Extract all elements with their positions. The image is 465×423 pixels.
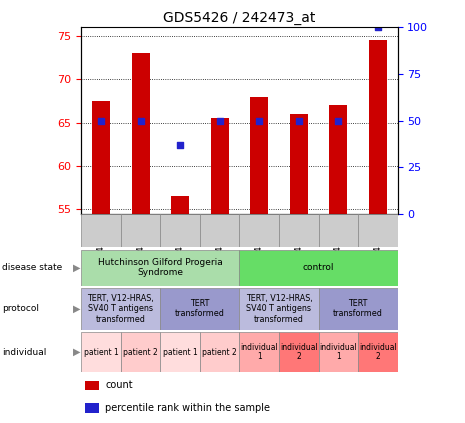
Bar — [81, 250, 239, 286]
Text: Hutchinson Gilford Progeria
Syndrome: Hutchinson Gilford Progeria Syndrome — [98, 258, 223, 277]
Bar — [171, 196, 189, 214]
Text: individual
1: individual 1 — [240, 343, 278, 362]
Bar — [279, 214, 319, 247]
Bar — [319, 332, 358, 372]
Point — [137, 117, 144, 124]
Text: patient 1: patient 1 — [163, 348, 198, 357]
Text: control: control — [303, 263, 334, 272]
Text: individual
2: individual 2 — [280, 343, 318, 362]
Point — [334, 117, 342, 124]
Point — [176, 141, 184, 148]
Bar — [358, 332, 398, 372]
Bar — [132, 53, 150, 214]
Text: ▶: ▶ — [73, 304, 80, 314]
Text: percentile rank within the sample: percentile rank within the sample — [105, 403, 270, 413]
Bar — [211, 118, 229, 214]
Bar — [239, 288, 319, 330]
Bar — [200, 214, 239, 247]
Bar — [160, 214, 200, 247]
Text: individual
2: individual 2 — [359, 343, 397, 362]
Point — [295, 117, 302, 124]
Text: TERT
transformed: TERT transformed — [175, 299, 225, 319]
Text: patient 2: patient 2 — [123, 348, 158, 357]
Bar — [329, 105, 347, 214]
Text: disease state: disease state — [2, 263, 63, 272]
Bar — [239, 214, 279, 247]
Text: TERT, V12-HRAS,
SV40 T antigens
transformed: TERT, V12-HRAS, SV40 T antigens transfor… — [246, 294, 312, 324]
Text: individual
1: individual 1 — [319, 343, 357, 362]
Bar — [319, 214, 358, 247]
Bar — [81, 214, 121, 247]
Bar — [290, 114, 308, 214]
Bar — [200, 332, 239, 372]
Bar — [279, 332, 319, 372]
Bar — [319, 288, 398, 330]
Bar — [358, 214, 398, 247]
Title: GDS5426 / 242473_at: GDS5426 / 242473_at — [163, 11, 316, 25]
Bar — [160, 288, 239, 330]
Text: ▶: ▶ — [73, 263, 80, 272]
Bar — [81, 332, 121, 372]
Point — [374, 24, 381, 31]
Bar — [369, 41, 387, 214]
Text: TERT, V12-HRAS,
SV40 T antigens
transformed: TERT, V12-HRAS, SV40 T antigens transfor… — [87, 294, 154, 324]
Point — [255, 117, 263, 124]
Bar — [121, 332, 160, 372]
Bar — [85, 403, 99, 412]
Text: patient 2: patient 2 — [202, 348, 237, 357]
Text: protocol: protocol — [2, 304, 40, 313]
Bar — [85, 381, 99, 390]
Bar — [92, 101, 110, 214]
Bar — [239, 250, 398, 286]
Bar — [81, 288, 160, 330]
Bar — [121, 214, 160, 247]
Text: individual: individual — [2, 348, 46, 357]
Text: patient 1: patient 1 — [84, 348, 119, 357]
Bar — [239, 332, 279, 372]
Point — [216, 117, 223, 124]
Point — [97, 117, 105, 124]
Bar — [250, 97, 268, 214]
Bar — [160, 332, 200, 372]
Text: count: count — [105, 380, 133, 390]
Text: ▶: ▶ — [73, 347, 80, 357]
Text: TERT
transformed: TERT transformed — [333, 299, 383, 319]
